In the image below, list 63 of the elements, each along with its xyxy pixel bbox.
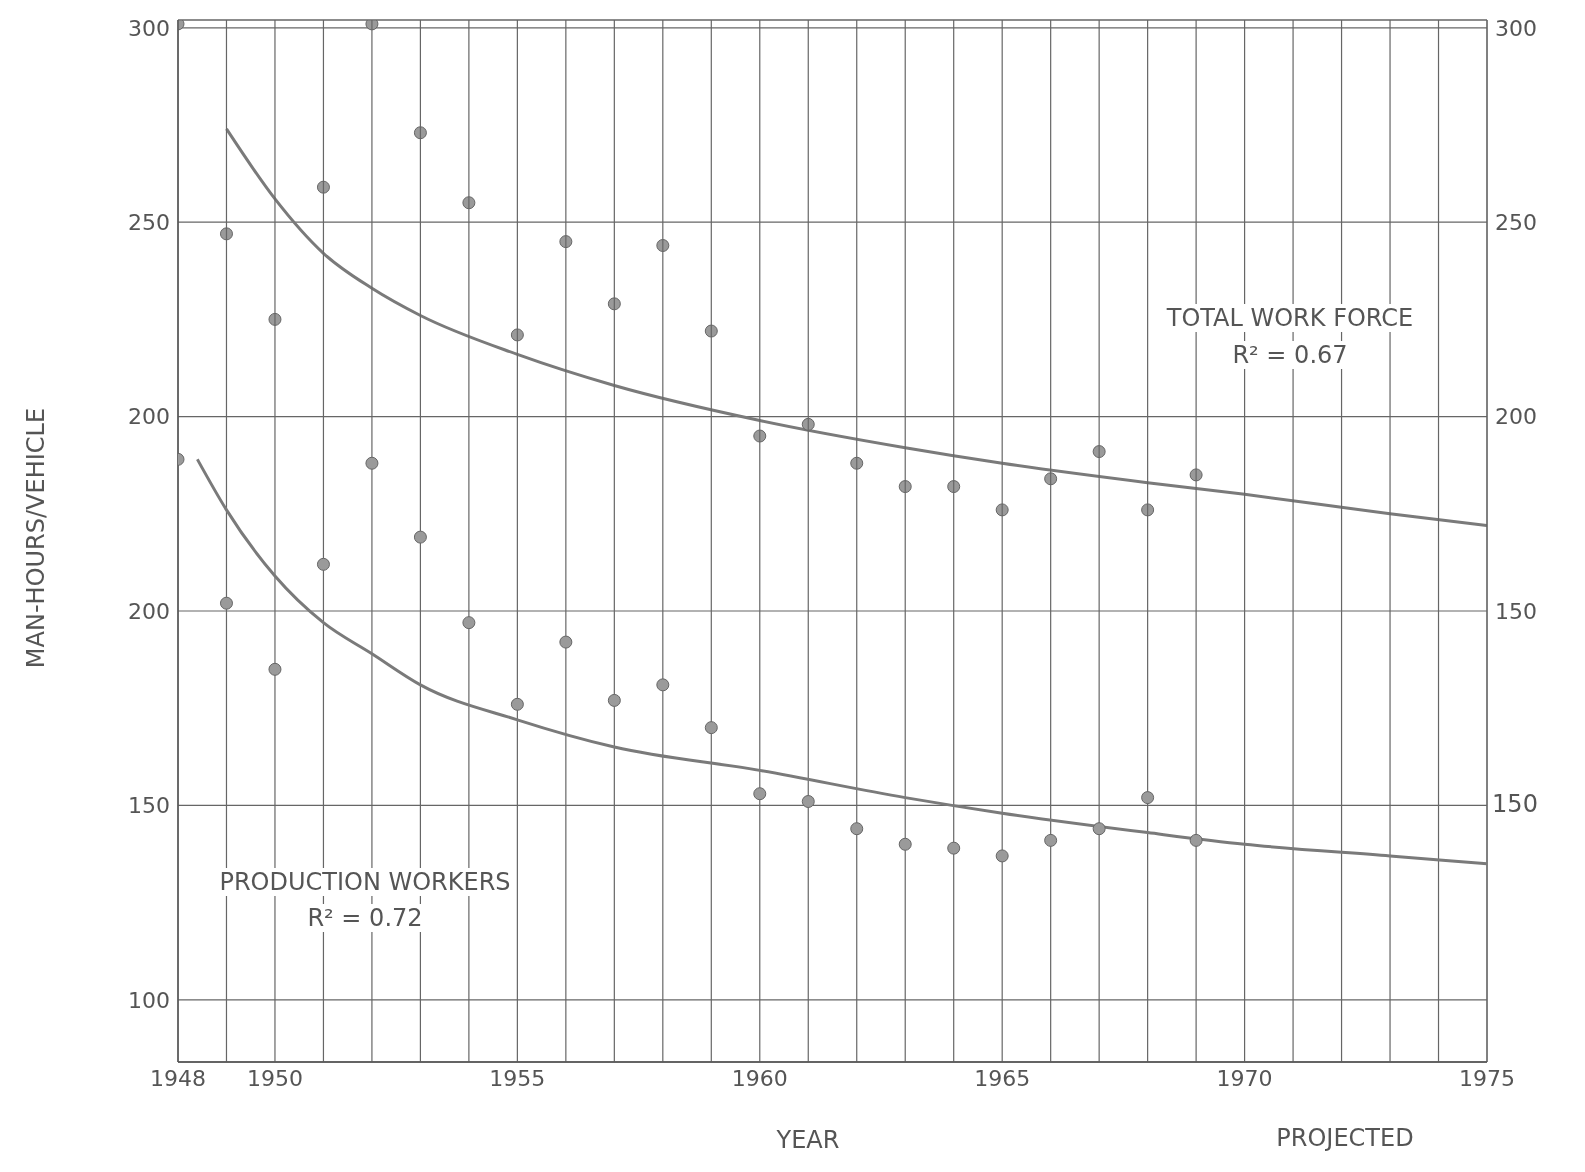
point xyxy=(995,503,1009,517)
y-tick-label: 250 xyxy=(128,209,170,235)
point xyxy=(1141,791,1155,805)
x-tick-label: 1960 xyxy=(731,1065,788,1091)
x-axis-title: YEAR xyxy=(776,1126,840,1154)
x-tick-label: 1970 xyxy=(1216,1065,1273,1091)
point xyxy=(219,227,233,241)
y-axis-title: MAN-HOURS/VEHICLE xyxy=(22,407,50,669)
point xyxy=(753,429,767,443)
point xyxy=(1141,503,1155,517)
x-tick-label: 1955 xyxy=(489,1065,546,1091)
point xyxy=(850,822,864,836)
annotation: R² = 0.72 xyxy=(307,904,423,932)
point xyxy=(898,837,912,851)
point xyxy=(316,180,330,194)
point xyxy=(656,239,670,253)
y-tick-label: 300 xyxy=(128,15,170,41)
y2-tick-label: 250 xyxy=(1495,209,1537,235)
point xyxy=(462,616,476,630)
point xyxy=(898,480,912,494)
point xyxy=(704,324,718,338)
x-tick-label: 1950 xyxy=(246,1065,303,1091)
point xyxy=(1092,822,1106,836)
point xyxy=(510,697,524,711)
y2-tick-label: 200 xyxy=(1495,404,1537,430)
y-tick-label: 150 xyxy=(128,793,170,819)
point xyxy=(1044,472,1058,486)
point xyxy=(607,297,621,311)
annotation: PRODUCTION WORKERS xyxy=(219,868,511,896)
point xyxy=(510,328,524,342)
point xyxy=(413,126,427,140)
line-series xyxy=(224,127,1487,527)
point xyxy=(268,662,282,676)
annotation: TOTAL WORK FORCE xyxy=(1166,304,1414,332)
point xyxy=(801,795,815,808)
point xyxy=(559,635,573,649)
line-series xyxy=(195,457,1487,866)
point xyxy=(753,787,767,801)
point xyxy=(947,480,961,494)
x-tick-label: 1965 xyxy=(974,1065,1031,1091)
point xyxy=(365,456,379,470)
point xyxy=(656,678,670,692)
point xyxy=(995,849,1009,863)
annotation: R² = 0.67 xyxy=(1232,341,1348,369)
y-tick-label: 200 xyxy=(128,404,170,430)
point xyxy=(947,841,961,855)
y2-tick-label: 300 xyxy=(1495,15,1537,41)
x-tick-label: 1975 xyxy=(1459,1065,1515,1091)
point xyxy=(801,417,815,431)
y2-tick-label: 150 xyxy=(1495,598,1537,624)
point xyxy=(219,596,233,610)
point xyxy=(1044,833,1058,847)
point xyxy=(607,693,621,707)
point xyxy=(704,721,718,735)
text: PROJECTED xyxy=(1276,1124,1414,1152)
y-tick-label: 100 xyxy=(128,987,170,1013)
point xyxy=(850,456,864,470)
point xyxy=(413,530,427,544)
x-tick-label: 1948 xyxy=(150,1065,206,1091)
y-tick-label: 200 xyxy=(128,598,170,624)
text: 150 xyxy=(1492,790,1538,818)
point xyxy=(1189,833,1203,847)
point xyxy=(316,557,330,571)
